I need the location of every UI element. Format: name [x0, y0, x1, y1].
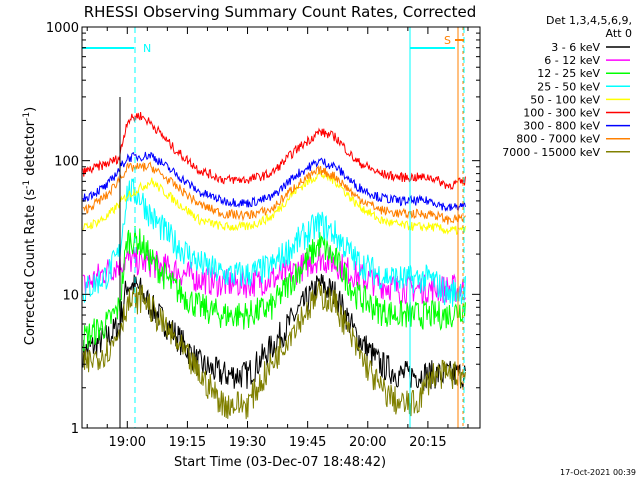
legend-entry-label: 25 - 50 keV	[537, 80, 600, 93]
legend-entry-label: 6 - 12 keV	[544, 54, 600, 67]
legend-entry-label: 800 - 7000 keV	[516, 133, 600, 146]
y-tick-label: 1000	[46, 21, 79, 36]
y-label-part: )	[23, 107, 38, 112]
y-label-part: Corrected Count Rate (s	[23, 189, 38, 346]
chart-title: RHESSI Observing Summary Count Rates, Co…	[84, 3, 477, 21]
x-tick-label: 20:15	[409, 435, 446, 450]
legend-entry-label: 7000 - 15000 keV	[502, 146, 600, 159]
footer-timestamp: 17-Oct-2021 00:39	[560, 468, 636, 477]
saa-marker-label: S	[444, 34, 451, 47]
x-tick-label: 19:15	[169, 435, 206, 450]
y-axis: 1 10 100 1000	[46, 21, 480, 437]
y-label-sup: -1	[22, 112, 32, 121]
y-axis-label-group: Corrected Count Rate (s-1 detector-1)	[22, 107, 38, 345]
series-line	[82, 112, 466, 191]
x-axis: 19:00 19:15 19:30 19:45 20:00 20:15	[86, 27, 469, 450]
series-line	[82, 161, 466, 225]
legend-entry-label: 3 - 6 keV	[551, 41, 600, 54]
x-axis-label: Start Time (03-Dec-07 18:48:42)	[174, 455, 386, 470]
annotation-layer: NS	[82, 27, 465, 428]
series-line	[82, 169, 466, 235]
y-tick-label: 1	[71, 422, 79, 437]
legend-header-line-2: Att 0	[606, 27, 632, 40]
plot-frame	[81, 26, 481, 429]
y-tick-label: 10	[62, 288, 79, 303]
legend-entry-label: 50 - 100 keV	[530, 93, 600, 106]
series-layer	[82, 112, 466, 420]
series-line	[82, 151, 466, 212]
legend-entry-label: 12 - 25 keV	[537, 67, 600, 80]
legend-entry-label: 300 - 800 keV	[523, 120, 600, 133]
series-line	[82, 281, 466, 420]
y-label-sup: -1	[22, 180, 32, 189]
y-label-part: detector	[23, 120, 38, 180]
series-line	[82, 178, 466, 307]
x-tick-label: 20:00	[349, 435, 386, 450]
series-line	[82, 225, 466, 352]
series-line	[82, 273, 466, 392]
night-marker-label: N	[143, 42, 151, 55]
legend-header-line-1: Det 1,3,4,5,6,9,	[546, 14, 632, 27]
legend-entry-label: 100 - 300 keV	[523, 107, 600, 120]
y-axis-label: Corrected Count Rate (s-1 detector-1)	[22, 107, 38, 345]
y-tick-label: 100	[54, 155, 79, 170]
x-tick-label: 19:00	[109, 435, 146, 450]
x-tick-label: 19:45	[289, 435, 326, 450]
x-tick-label: 19:30	[229, 435, 266, 450]
